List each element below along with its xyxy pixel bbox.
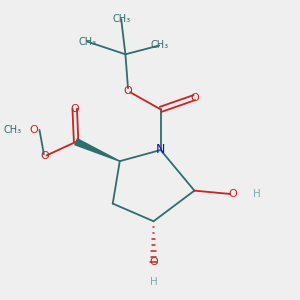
Text: O: O	[40, 152, 49, 161]
Text: O: O	[29, 125, 38, 135]
Text: O: O	[70, 104, 79, 114]
Text: CH₃: CH₃	[78, 37, 96, 46]
Text: O: O	[149, 257, 158, 268]
Text: CH₃: CH₃	[112, 14, 130, 24]
Text: H: H	[253, 189, 260, 199]
Text: CH₃: CH₃	[150, 40, 168, 50]
Text: H: H	[150, 277, 158, 286]
Text: O: O	[124, 86, 133, 96]
Polygon shape	[75, 139, 120, 161]
Text: O: O	[190, 93, 199, 103]
Text: N: N	[156, 143, 165, 157]
Text: O: O	[228, 189, 237, 199]
Text: CH₃: CH₃	[4, 125, 22, 135]
